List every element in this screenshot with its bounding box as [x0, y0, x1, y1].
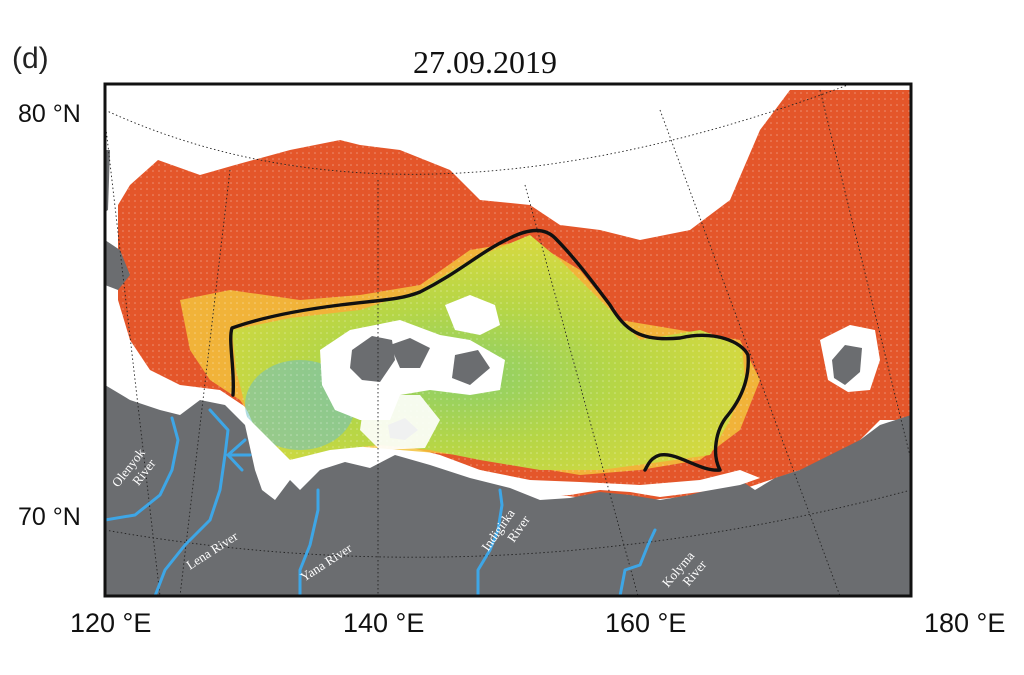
- map-frame: [103, 82, 913, 598]
- west-island: [105, 240, 130, 290]
- island-novaya-sibir: [452, 350, 490, 385]
- island-gap-center: [445, 295, 500, 335]
- olenyok-river-line: [105, 416, 180, 522]
- river-network: [105, 408, 657, 596]
- island-kotelny: [350, 336, 395, 382]
- lon-label-120e: 120 °E: [70, 608, 152, 638]
- island-wrangel: [832, 345, 862, 385]
- indigirka-river-line: [476, 488, 504, 596]
- yana-river-line: [298, 488, 320, 596]
- coastal-gap: [245, 415, 760, 497]
- lena-river-line: [153, 408, 252, 596]
- kolyma-river-line: [618, 528, 657, 596]
- panel-label: (d): [12, 42, 49, 75]
- graticule: [105, 84, 911, 596]
- contour-line: [229, 228, 750, 472]
- lat-label-80n: 80 °N: [18, 100, 81, 128]
- island-faddeyevsky: [390, 338, 430, 368]
- lat-label-70n: 70 °N: [18, 503, 81, 531]
- lon-label-140e: 140 °E: [343, 608, 425, 638]
- lon-label-180e: 180 °E: [924, 608, 1006, 638]
- map-title: 27.09.2019: [413, 44, 557, 80]
- siberian-mainland: [105, 385, 911, 596]
- island-gap-lyakhov: [360, 395, 440, 450]
- lon-label-160e: 160 °E: [605, 608, 687, 638]
